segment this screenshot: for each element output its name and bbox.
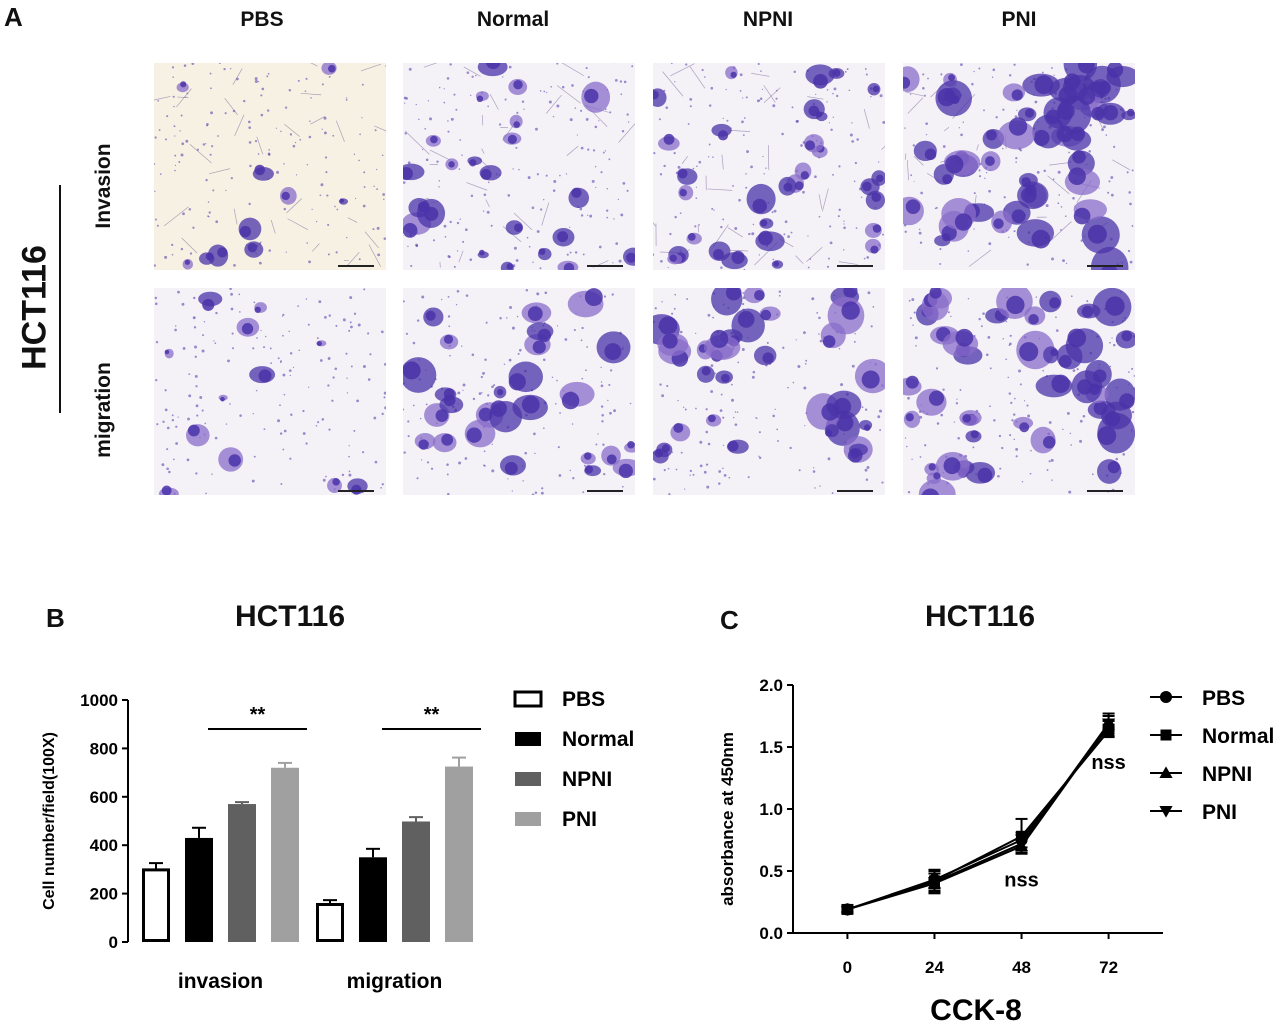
legend-label: PNI — [562, 808, 597, 831]
legend-label: PBS — [1202, 687, 1245, 710]
legend-swatch — [515, 772, 541, 786]
legend-marker — [1159, 690, 1173, 704]
x-category-label: invasion — [178, 970, 263, 993]
legend-swatch — [515, 732, 541, 746]
legend-swatch — [513, 690, 543, 708]
series-line — [847, 724, 1110, 911]
y-tick-label: 1.5 — [759, 738, 783, 757]
y-axis-label: Cell number/field(100X) — [41, 732, 58, 910]
x-tick-label: 72 — [1099, 958, 1118, 977]
panel-a-letter: A — [4, 2, 23, 32]
data-point — [1014, 838, 1029, 851]
series-line — [847, 722, 1110, 911]
row-label-migration: migration — [92, 362, 115, 458]
micrograph-normal-migration — [403, 288, 635, 495]
micrograph-pni-invasion — [903, 63, 1135, 270]
significance-label: ** — [424, 704, 440, 726]
y-tick-label: 0.5 — [759, 862, 783, 881]
y-tick-label: 2.0 — [759, 676, 783, 695]
cell-line-label: HCT116 — [15, 245, 54, 370]
row-label-invasion: Invasion — [92, 143, 115, 229]
y-axis-label: absorbance at 450nm — [718, 732, 737, 906]
data-point — [840, 904, 855, 917]
column-label-pni: PNI — [1001, 8, 1037, 31]
panel-c-letter: C — [720, 605, 739, 635]
bar — [316, 902, 344, 943]
y-tick-label: 200 — [90, 885, 118, 904]
bar — [142, 868, 170, 942]
column-label-pbs: PBS — [240, 8, 284, 31]
legend-marker — [1159, 766, 1173, 778]
micrograph-pni-migration — [903, 288, 1135, 495]
y-tick-label: 1000 — [80, 691, 118, 710]
data-point — [927, 877, 942, 889]
annotation-label: nss — [1004, 869, 1038, 891]
line-chart: 0.0 0.5 1.0 1.5 2.0 0 24 48 72 absorbance at 450n… — [718, 676, 1274, 1027]
micrograph-pbs-invasion — [154, 63, 386, 270]
bar — [271, 767, 299, 942]
legend-label: PBS — [562, 688, 605, 711]
legend-label: Normal — [1202, 725, 1274, 748]
bar — [445, 766, 473, 942]
y-tick-label: 0 — [109, 933, 118, 952]
bar — [359, 857, 387, 942]
legend-label: NPNI — [562, 768, 612, 791]
y-tick-label: 0.0 — [759, 924, 783, 943]
micrograph-npni-invasion — [653, 63, 885, 270]
y-tick-label: 600 — [90, 788, 118, 807]
x-tick-label: 0 — [843, 958, 852, 977]
annotation-label: nss — [1091, 752, 1125, 774]
legend-marker — [1159, 806, 1173, 818]
panel-b-letter: B — [46, 603, 65, 633]
micrograph-npni-migration — [653, 288, 885, 495]
x-axis-label: CCK-8 — [930, 994, 1022, 1027]
micrograph-pbs-migration — [154, 288, 386, 495]
bar — [185, 837, 213, 942]
x-category-label: migration — [347, 970, 443, 993]
significance-label: ** — [250, 704, 266, 726]
column-label-npni: NPNI — [742, 8, 794, 31]
series-line — [847, 726, 1110, 911]
y-tick-label: 800 — [90, 739, 118, 758]
legend-swatch — [515, 812, 541, 826]
bar-chart: 0 200 400 600 800 1000 Cell number/field(100X)… — [41, 688, 634, 993]
bar-chart-title: HCT116 — [234, 600, 346, 633]
y-tick-label: 400 — [90, 836, 118, 855]
y-tick-label: 1.0 — [759, 800, 783, 819]
data-point — [1101, 718, 1116, 731]
x-tick-label: 48 — [1012, 958, 1031, 977]
series-line — [847, 730, 1110, 911]
bar — [228, 804, 256, 942]
legend-label: Normal — [562, 728, 634, 751]
line-chart-title: HCT116 — [924, 600, 1036, 633]
micrograph-normal-invasion — [403, 63, 635, 270]
legend-marker — [1160, 729, 1172, 741]
column-label-normal: Normal — [476, 8, 550, 31]
bar — [402, 821, 430, 942]
x-tick-label: 24 — [925, 958, 944, 977]
legend-label: PNI — [1202, 801, 1237, 824]
cell-line-divider — [59, 185, 61, 413]
legend-label: NPNI — [1202, 763, 1252, 786]
